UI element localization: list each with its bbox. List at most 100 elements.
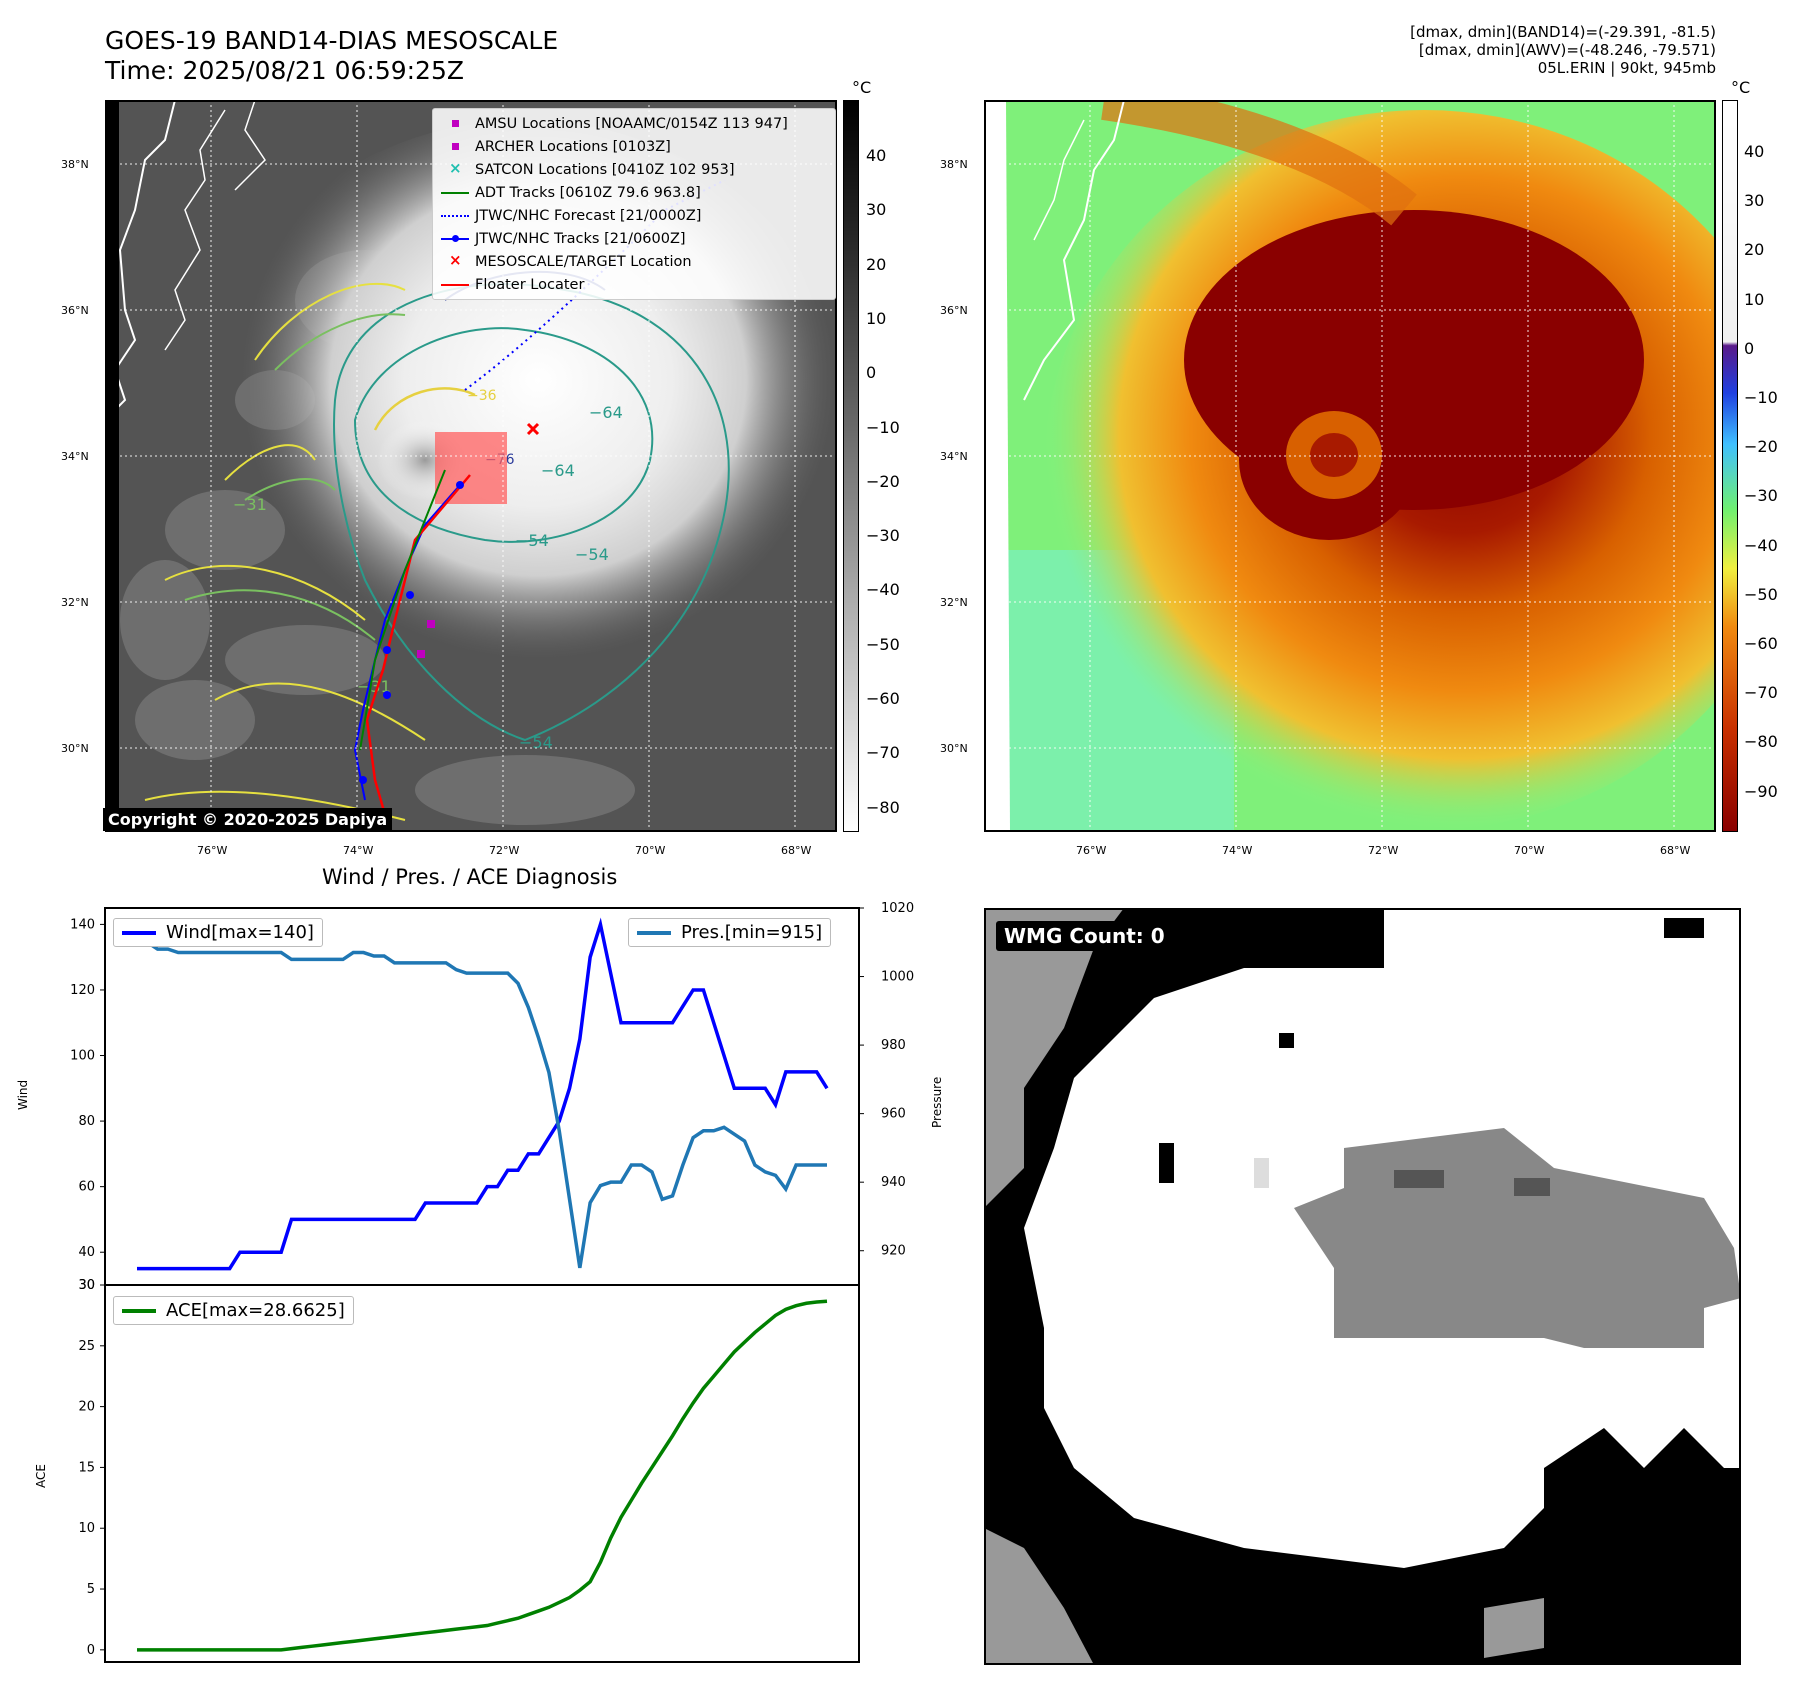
ace-tick-label: 20 [78, 1400, 95, 1415]
colorbar-tick-label: 20 [1744, 240, 1765, 260]
lon-tick-label: 74°W [1222, 844, 1253, 857]
contour-label: −64 [589, 403, 623, 422]
colorbar-tick-label: −60 [866, 689, 900, 708]
info-block: [dmax, dmin](BAND14)=(-29.391, -81.5) [d… [1410, 23, 1716, 77]
colorbar-tick-label: −10 [866, 417, 900, 437]
pressure-axis-label: Pressure [930, 1076, 944, 1128]
wind-tick-label: 30 [78, 1278, 95, 1293]
lat-tick-label: 38°N [61, 158, 89, 171]
pressure-legend-swatch [637, 930, 671, 935]
colorbar-tick-label: 40 [866, 146, 887, 165]
lat-tick-label: 36°N [61, 304, 89, 317]
lon-tick-label: 72°W [1368, 844, 1399, 857]
storm-info-text: 05L.ERIN | 90kt, 945mb [1537, 59, 1716, 77]
colorbar-tick-label: 0 [866, 363, 877, 383]
lon-tick-label: 70°W [1514, 844, 1545, 857]
legend-label: JTWC/NHC Tracks [21/0600Z] [475, 230, 686, 247]
legend-entry: × SATCON Locations [0410Z 102 953] [435, 158, 833, 181]
ace-series-line [137, 1299, 828, 1652]
legend-label: Floater Locater [475, 276, 585, 293]
colorbar-tick-label: −50 [1744, 584, 1778, 604]
diagnosis-title: Wind / Pres. / ACE Diagnosis [322, 865, 618, 889]
colorbar-tick-label: −60 [1744, 634, 1778, 653]
timestamp-title: Time: 2025/08/21 06:59:25Z [105, 56, 464, 85]
wmg-panel-frame [984, 908, 1741, 1665]
colorbar-tick-label: −80 [866, 797, 900, 817]
wv-satellite-map [984, 100, 1716, 832]
ace-legend: ACE[max=28.6625] [113, 1296, 354, 1325]
legend-marker [435, 181, 475, 204]
wv-colorbar-unit: °C [1731, 78, 1751, 97]
legend-marker [435, 135, 475, 158]
colorbar-tick-label: 30 [1744, 191, 1765, 211]
colorbar-tick-label: −40 [866, 580, 900, 600]
lat-tick-label: 32°N [940, 596, 968, 609]
wind-tick-label: 60 [78, 1180, 95, 1195]
lon-tick-label: 68°W [1660, 844, 1691, 857]
pressure-tick-label: 940 [881, 1175, 906, 1190]
lat-tick-label: 30°N [940, 742, 968, 755]
pressure-series-line [137, 940, 827, 1269]
ir-legend: AMSU Locations [NOAAMC/0154Z 113 947] ARC… [432, 108, 836, 300]
wind-legend: Wind[max=140] [113, 918, 323, 947]
wind-legend-swatch [122, 930, 156, 935]
legend-entry: Floater Locater [435, 273, 833, 296]
colorbar-tick-label: −30 [1744, 486, 1778, 506]
ace-tick-label: 15 [78, 1460, 95, 1475]
lon-tick-label: 72°W [489, 844, 520, 857]
contour-label: −54 [519, 733, 553, 752]
pressure-tick-label: 960 [881, 1107, 906, 1122]
wv-panel-frame [984, 100, 1716, 832]
contour-label: −31 [233, 495, 267, 514]
ace-tick-label: 25 [78, 1339, 95, 1354]
colorbar-tick-label: −20 [1744, 437, 1778, 457]
ace-tick-label: 10 [78, 1521, 95, 1536]
colorbar-tick-label: −80 [1744, 732, 1778, 752]
legend-entry: ADT Tracks [0610Z 79.6 963.8] [435, 181, 833, 204]
lon-tick-label: 74°W [343, 844, 374, 857]
legend-entry: × MESOSCALE/TARGET Location [435, 250, 833, 273]
ace-axes-frame [104, 1284, 860, 1663]
colorbar-tick-label: 10 [1744, 289, 1765, 309]
legend-entry: JTWC/NHC Tracks [21/0600Z] [435, 227, 833, 250]
contour-label: −64 [541, 461, 575, 480]
ace-legend-label: ACE[max=28.6625] [166, 1300, 345, 1321]
contour-label: −54 [515, 531, 549, 550]
floater-box [435, 432, 507, 504]
lat-tick-label: 34°N [61, 450, 89, 463]
ir-panel-frame [105, 100, 837, 832]
contour-label: −36 [467, 388, 497, 404]
wind-tick-label: 100 [70, 1049, 95, 1064]
band14-range-text: [dmax, dmin](BAND14)=(-29.391, -81.5) [1410, 23, 1716, 41]
ace-tick-label: 30 [78, 1278, 95, 1293]
wind-axis-label: Wind [16, 1079, 30, 1110]
wind-series-line [137, 917, 829, 1271]
ace-tick-label: 5 [87, 1582, 95, 1597]
colorbar-tick-label: −70 [1744, 683, 1778, 703]
legend-entry: JTWC/NHC Forecast [21/0000Z] [435, 204, 833, 227]
colorbar-tick-label: 20 [866, 254, 887, 274]
lon-tick-label: 70°W [635, 844, 666, 857]
colorbar-tick-label: −40 [1744, 535, 1778, 555]
lon-tick-label: 68°W [781, 844, 812, 857]
pressure-legend: Pres.[min=915] [628, 918, 832, 947]
legend-label: ADT Tracks [0610Z 79.6 963.8] [475, 184, 701, 201]
wind-tick-label: 120 [70, 983, 95, 998]
pressure-tick-label: 980 [881, 1038, 906, 1053]
wmg-grid-image [984, 908, 1741, 1665]
legend-entry: AMSU Locations [NOAAMC/0154Z 113 947] [435, 112, 833, 135]
ace-axis-label: ACE [34, 1464, 48, 1488]
pressure-tick-label: 1020 [881, 901, 914, 916]
colorbar-tick-label: 30 [866, 200, 887, 220]
lat-tick-label: 34°N [940, 450, 968, 463]
wind-tick-label: 40 [78, 1245, 95, 1260]
pressure-legend-label: Pres.[min=915] [681, 922, 823, 943]
lat-tick-label: 38°N [940, 158, 968, 171]
legend-marker [435, 273, 475, 296]
awv-range-text: [dmax, dmin](AWV)=(-48.246, -79.571) [1418, 41, 1716, 59]
copyright-label: Copyright © 2020-2025 Dapiya [103, 808, 393, 831]
wind-axes-frame [104, 907, 860, 1286]
colorbar-tick-label: −20 [866, 471, 900, 491]
ace-legend-swatch [122, 1308, 156, 1313]
contour-label: −54 [575, 545, 609, 564]
